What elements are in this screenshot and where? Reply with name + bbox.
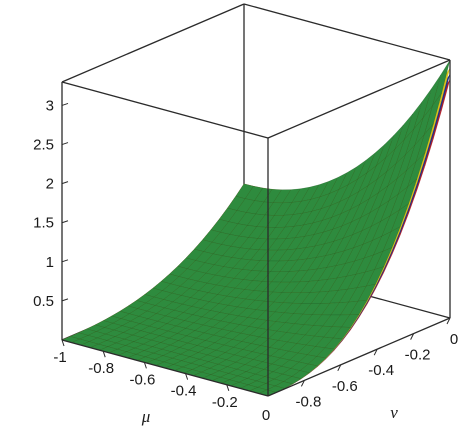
z-tick-mark (61, 181, 69, 185)
bounding-box-front (61, 3, 451, 397)
nu-tick-mark (410, 333, 415, 340)
surface-4 (61, 59, 451, 397)
mu-tick-label: -1 (53, 349, 66, 366)
nu-tick-label: -0.6 (332, 378, 358, 395)
mu-tick-mark (102, 351, 106, 358)
mu-axis-label: μ (141, 407, 151, 426)
z-tick-mark (61, 220, 69, 224)
z-tick-label: 1 (46, 254, 54, 271)
nu-tick-mark (373, 348, 378, 356)
box-edge-floor-front-right (267, 317, 451, 397)
mu-tick-label: -0.6 (129, 371, 155, 388)
box-edge-top-back (243, 3, 451, 61)
mu-tick-label: -0.2 (212, 394, 238, 411)
z-tick-mark (61, 298, 69, 302)
z-tick-mark (61, 142, 69, 146)
box-edge-top-front (61, 81, 269, 139)
mu-tick-mark (143, 362, 147, 369)
nu-tick-mark (446, 317, 451, 325)
nu-axis-label: ν (390, 403, 398, 422)
z-tick-mark (61, 102, 69, 106)
z-tick-label: 2.5 (33, 137, 54, 154)
surfaces (61, 59, 451, 397)
z-tick-mark (61, 259, 69, 263)
nu-tick-label: 0 (450, 331, 458, 348)
nu-tick-mark (337, 364, 342, 372)
mu-tick-mark (61, 339, 65, 347)
box-edge-floor-front-left (61, 339, 269, 397)
nu-tick-mark (300, 380, 305, 387)
box-edge-top-right (267, 59, 451, 139)
mu-tick-label: -0.4 (171, 383, 197, 400)
z-tick-label: 3 (46, 97, 54, 114)
mu-tick-mark (226, 384, 230, 391)
z-tick-label: 0.5 (33, 293, 54, 310)
nu-tick-label: -0.8 (295, 393, 321, 410)
z-tick-label: 1.5 (33, 215, 54, 232)
nu-tick-label: -0.2 (405, 347, 431, 364)
corner-tick-label: 0 (262, 407, 270, 424)
z-tick-label: 2 (46, 176, 54, 193)
mu-tick-mark (185, 373, 189, 380)
mu-tick-label: -0.8 (88, 360, 114, 377)
nu-tick-label: -0.4 (368, 362, 394, 379)
box-edge-top-left (61, 3, 245, 83)
axis-ticks: 0.5 1 1.5 2 2.5 3 -1 -0.8 -0.6 -0.4 -0.2 -0.8 -0.6 -0… (33, 97, 458, 424)
